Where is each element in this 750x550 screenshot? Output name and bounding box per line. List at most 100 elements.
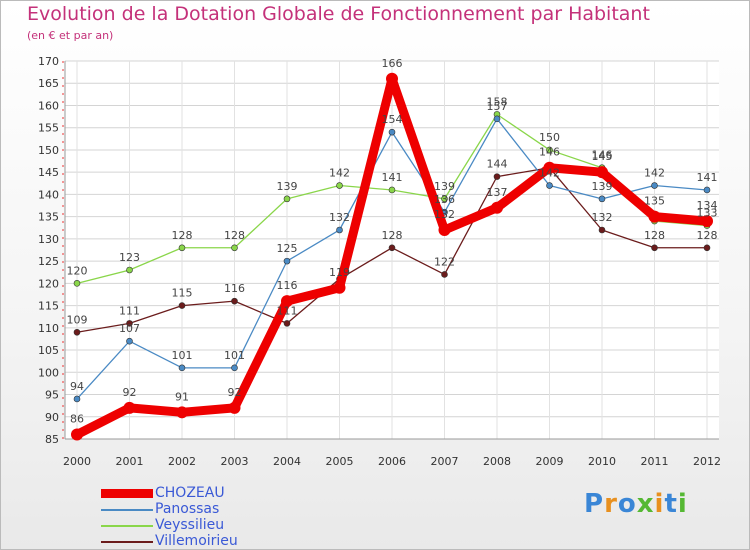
y-tick-label: 155: [38, 122, 59, 135]
data-label-villemoirieu: 128: [382, 229, 403, 242]
data-label-panossas: 142: [644, 167, 665, 180]
data-label-panossas: 141: [697, 171, 718, 184]
data-label-chozeau: 92: [123, 386, 137, 399]
x-tick-label: 2004: [273, 455, 301, 468]
data-label-layer: 109 111 115 116 111 128 122 144 132 128 128 120 123 1…: [67, 57, 718, 426]
data-label-veyssilieu: 150: [539, 131, 560, 144]
logo-letter: t: [664, 489, 678, 519]
data-label-panossas: 139: [592, 180, 613, 193]
data-point-chozeau: [71, 428, 83, 441]
data-label-chozeau: 134: [697, 199, 718, 212]
y-tick-label: 120: [38, 277, 59, 290]
data-point-veyssilieu: [388, 186, 396, 194]
data-label-villemoirieu: 109: [67, 313, 88, 326]
data-point-villemoirieu: [231, 297, 238, 305]
data-point-panossas: [283, 257, 291, 265]
data-label-villemoirieu: 128: [697, 229, 718, 242]
data-point-chozeau: [596, 166, 608, 179]
y-tick-label: 110: [38, 322, 59, 335]
logo-letter: x: [636, 489, 655, 519]
y-tick-label: 170: [38, 55, 59, 68]
y-tick-label: 145: [38, 166, 59, 179]
data-point-veyssilieu: [231, 244, 238, 252]
data-label-panossas: 94: [70, 380, 84, 393]
data-point-villemoirieu: [703, 244, 711, 252]
data-point-veyssilieu: [126, 266, 133, 274]
data-point-chozeau: [281, 295, 293, 308]
data-label-panossas: 142: [539, 167, 560, 180]
data-label-veyssilieu: 141: [382, 171, 403, 184]
logo-letter: i: [677, 489, 688, 519]
data-point-panossas: [178, 364, 186, 372]
data-label-chozeau: 166: [382, 57, 403, 70]
x-tick-label: 2010: [588, 455, 616, 468]
legend-swatch-chozeau: [101, 489, 153, 498]
data-label-veyssilieu: 120: [67, 264, 88, 277]
data-label-veyssilieu: 123: [119, 251, 140, 264]
y-tick-label: 125: [38, 255, 59, 268]
data-point-veyssilieu: [73, 280, 81, 287]
data-point-chozeau: [701, 215, 713, 228]
legend-label-panossas: Panossas: [155, 501, 220, 517]
x-tick-label: 2002: [168, 455, 196, 468]
data-point-villemoirieu: [73, 328, 81, 336]
data-label-chozeau: 132: [434, 208, 455, 221]
data-label-villemoirieu: 111: [119, 304, 140, 317]
data-label-chozeau: 145: [592, 150, 613, 163]
data-label-chozeau: 92: [228, 386, 242, 399]
legend-swatch-villemoirieu: [101, 541, 153, 543]
data-point-chozeau: [228, 401, 241, 414]
data-point-veyssilieu: [336, 182, 343, 189]
data-point-villemoirieu: [493, 173, 501, 180]
data-point-chozeau: [123, 401, 136, 414]
data-label-villemoirieu: 132: [592, 211, 613, 224]
x-tick-label: 2005: [326, 455, 354, 468]
data-point-panossas: [388, 128, 396, 136]
data-point-chozeau: [386, 72, 398, 85]
logo-letter: o: [617, 489, 637, 519]
data-label-chozeau: 91: [175, 390, 189, 403]
data-point-chozeau: [176, 406, 188, 419]
data-label-panossas: 101: [224, 349, 245, 362]
data-label-veyssilieu: 133: [697, 207, 718, 220]
data-label-villemoirieu: 116: [224, 282, 245, 295]
x-tick-label: 2008: [483, 455, 511, 468]
data-point-villemoirieu: [388, 244, 396, 252]
y-tick-label: 160: [38, 99, 59, 112]
data-label-panossas: 107: [119, 322, 140, 335]
data-label-veyssilieu: 139: [434, 180, 455, 193]
data-point-villemoirieu: [283, 320, 291, 327]
data-point-chozeau: [438, 223, 451, 236]
proxiti-logo: Proxiti: [584, 489, 688, 519]
data-label-veyssilieu: 158: [487, 95, 508, 108]
y-tick-label: 100: [38, 366, 59, 379]
y-tick-label: 150: [38, 144, 59, 157]
data-point-panossas: [336, 226, 343, 234]
data-label-chozeau: 116: [277, 279, 298, 292]
data-label-villemoirieu: 111: [277, 304, 298, 317]
data-label-veyssilieu: 142: [329, 167, 350, 180]
data-point-panossas: [126, 337, 133, 345]
data-point-veyssilieu: [546, 146, 553, 154]
x-tick-label: 2001: [116, 455, 144, 468]
data-label-chozeau: 146: [539, 146, 560, 159]
y-tick-label: 135: [38, 211, 59, 224]
x-tick-label: 2011: [641, 455, 669, 468]
data-point-villemoirieu: [651, 244, 658, 252]
data-label-veyssilieu: 146: [592, 149, 613, 162]
data-point-panossas: [231, 364, 238, 372]
data-point-chozeau: [491, 201, 503, 214]
x-tick-label: 2000: [63, 455, 91, 468]
data-point-panossas: [73, 395, 81, 403]
x-tick-label: 2009: [536, 455, 564, 468]
y-tick-label: 105: [38, 344, 59, 357]
chart-title: Evolution de la Dotation Globale de Fonc…: [27, 3, 650, 25]
data-point-chozeau: [333, 281, 346, 294]
data-label-chozeau: 119: [329, 266, 350, 279]
data-label-chozeau: 86: [70, 413, 84, 426]
data-label-panossas: 157: [487, 100, 508, 113]
data-point-panossas: [598, 195, 606, 203]
logo-letter: r: [604, 489, 618, 519]
logo-letter: P: [584, 489, 605, 519]
